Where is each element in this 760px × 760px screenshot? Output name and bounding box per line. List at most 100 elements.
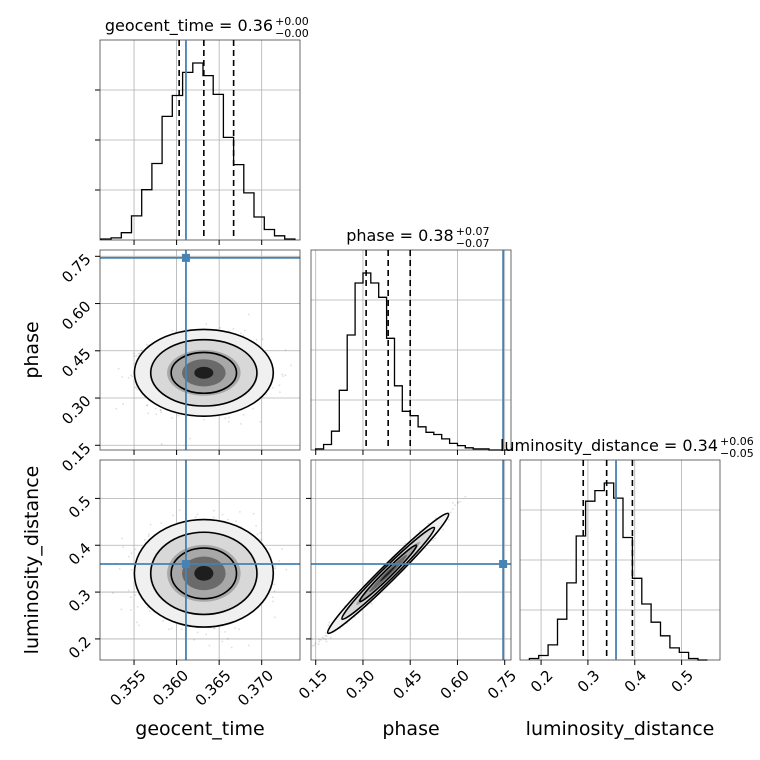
hist-title-sup: +0.06 — [720, 435, 754, 448]
sample-point — [459, 500, 462, 503]
sample-point — [134, 594, 137, 596]
sample-point — [247, 313, 250, 316]
sample-point — [221, 640, 224, 643]
contour-0 — [133, 518, 275, 628]
contour-1 — [149, 531, 258, 616]
sample-point — [255, 338, 258, 341]
sample-point — [131, 375, 134, 378]
panel-contents — [302, 460, 511, 664]
sample-point — [115, 407, 118, 410]
sample-point — [193, 638, 195, 641]
scatter-panel-phase-luminosity_distance — [302, 459, 512, 665]
sample-point — [134, 548, 137, 550]
sample-point — [112, 592, 114, 594]
sample-point — [117, 367, 120, 370]
sample-point — [129, 596, 132, 599]
sample-point — [442, 528, 445, 531]
sample-point — [272, 386, 274, 389]
sample-point — [329, 636, 332, 639]
sample-point — [147, 535, 150, 538]
sample-point — [135, 354, 138, 357]
sample-point — [148, 533, 150, 536]
sample-point — [238, 628, 241, 630]
sample-point — [129, 609, 132, 611]
hist-panel-luminosity_distance: luminosity_distance = 0.34 +0.06−0.05 — [500, 435, 754, 665]
sample-point — [318, 640, 321, 643]
sample-point — [205, 323, 208, 325]
sample-point — [138, 624, 140, 627]
sample-point — [140, 349, 143, 352]
sample-point — [239, 511, 241, 513]
sample-point — [213, 516, 215, 519]
sample-point — [180, 628, 183, 631]
sample-point — [313, 644, 316, 647]
sample-point — [160, 409, 162, 412]
sample-point — [240, 423, 242, 425]
sample-point — [155, 413, 158, 416]
sample-point — [172, 514, 174, 517]
sample-point — [171, 329, 174, 332]
sample-point — [154, 407, 157, 410]
sample-point — [302, 662, 304, 664]
sample-point — [146, 404, 148, 407]
sample-point — [285, 568, 288, 571]
sample-point — [242, 413, 245, 416]
sample-point — [274, 567, 277, 570]
sample-point — [132, 352, 135, 355]
sample-point — [247, 644, 250, 647]
hist-title-sup: +0.07 — [456, 225, 490, 238]
sample-point — [252, 407, 254, 410]
sample-point — [284, 374, 287, 377]
sample-point — [230, 646, 233, 649]
sample-point — [427, 522, 430, 525]
sample-point — [228, 416, 230, 419]
sample-point — [255, 525, 257, 527]
sample-point — [130, 374, 133, 376]
sample-point — [213, 627, 216, 629]
sample-point — [232, 328, 235, 330]
sample-point — [281, 373, 283, 376]
injection-marker — [181, 253, 190, 262]
sample-point — [259, 420, 262, 423]
panel-contents — [100, 250, 300, 450]
sample-point — [219, 326, 222, 329]
contour-0 — [133, 328, 275, 418]
sample-point — [318, 638, 320, 641]
sample-point — [273, 583, 276, 586]
sample-point — [196, 513, 199, 516]
sample-point — [120, 608, 123, 611]
sample-point — [122, 546, 125, 549]
density-level-4 — [194, 565, 214, 581]
sample-point — [302, 527, 304, 529]
scatter-panel-geocent_time-phase — [95, 249, 301, 455]
sample-point — [224, 417, 227, 420]
sample-point — [252, 512, 255, 515]
sample-point — [189, 437, 191, 440]
sample-point — [325, 635, 328, 637]
sample-point — [434, 537, 437, 540]
sample-point — [464, 495, 467, 498]
sample-point — [314, 642, 317, 645]
sample-point — [167, 628, 170, 631]
sample-point — [134, 386, 137, 389]
sample-point — [177, 414, 180, 417]
sample-point — [261, 338, 264, 340]
sample-point — [325, 640, 328, 643]
sample-point — [325, 632, 327, 634]
hist-frame — [99, 39, 301, 241]
sample-point — [281, 548, 283, 550]
sample-point — [272, 600, 274, 603]
sample-point — [127, 589, 130, 592]
sample-point — [148, 610, 151, 613]
sample-point — [130, 568, 133, 571]
sample-point — [135, 621, 138, 624]
hist-bars-geocent_time — [100, 62, 296, 240]
density-level-4 — [194, 366, 214, 379]
hist-title-sub: −0.07 — [456, 237, 490, 250]
hist-title-sub: −0.00 — [275, 27, 309, 40]
sample-point — [143, 538, 146, 541]
sample-point — [271, 596, 274, 599]
scatter-panel-geocent_time-luminosity_distance — [95, 459, 304, 665]
sample-point — [284, 349, 287, 351]
sample-point — [130, 552, 133, 555]
